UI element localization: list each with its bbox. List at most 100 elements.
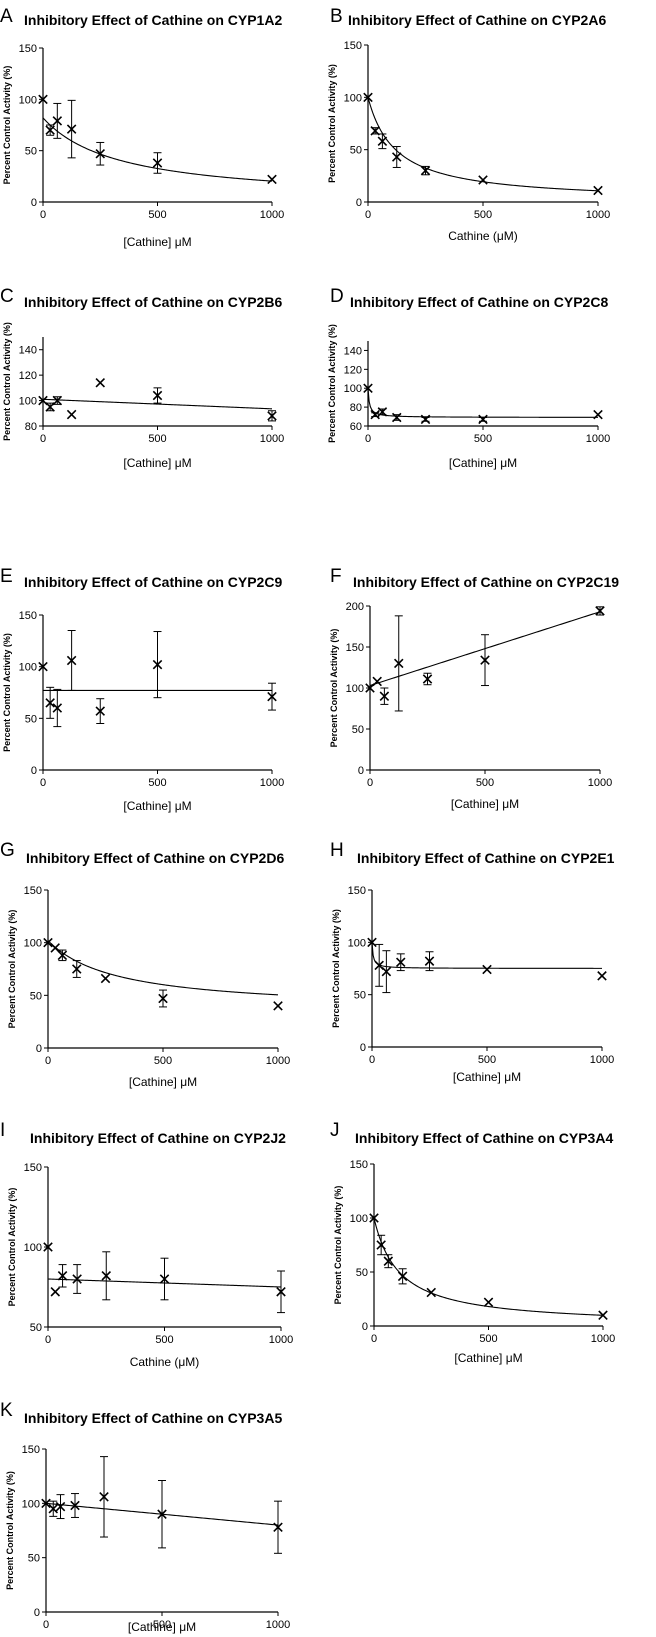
data-point xyxy=(57,1271,68,1281)
y-tick-label: 50 xyxy=(25,713,37,725)
data-point xyxy=(38,94,48,105)
data-point xyxy=(157,1509,167,1519)
y-tick-label: 100 xyxy=(344,383,362,395)
data-point xyxy=(478,175,488,185)
data-point xyxy=(273,1522,283,1533)
data-point xyxy=(376,1240,386,1250)
x-tick-label: 500 xyxy=(153,1619,171,1631)
y-tick-label: 50 xyxy=(350,145,362,157)
y-axis-label: Percent Control Activity (%) xyxy=(329,629,339,748)
y-tick-label: 150 xyxy=(24,885,42,897)
x-tick-label: 1000 xyxy=(586,433,610,445)
x-tick-label: 500 xyxy=(478,1054,496,1066)
y-tick-label: 0 xyxy=(31,765,37,777)
y-tick-label: 150 xyxy=(350,1159,368,1171)
panel-letter: B xyxy=(330,6,343,27)
data-point xyxy=(100,973,111,984)
y-tick-label: 100 xyxy=(19,94,37,106)
x-tick-label: 1000 xyxy=(591,1333,615,1345)
x-tick-label: 0 xyxy=(365,433,371,445)
panel-i: I Inhibitory Effect of Cathine on CYP2J2 5… xyxy=(0,1120,293,1369)
data-point xyxy=(391,412,402,423)
fit-curve xyxy=(371,942,602,969)
panel-letter: D xyxy=(330,286,344,307)
y-tick-label: 100 xyxy=(24,938,42,950)
data-point xyxy=(101,1271,112,1281)
panel-b: B Inhibitory Effect of Cathine on CYP2A6 0… xyxy=(327,6,610,243)
data-point xyxy=(598,1310,608,1320)
chart-title: Inhibitory Effect of Cathine on CYP3A4 xyxy=(355,1130,613,1146)
y-tick-label: 50 xyxy=(30,1322,42,1334)
x-axis-label: [Cathine] μM xyxy=(453,1070,521,1084)
y-axis-label: Percent Control Activity (%) xyxy=(2,633,12,752)
x-tick-label: 1000 xyxy=(266,1055,290,1067)
y-tick-label: 150 xyxy=(22,1444,40,1456)
data-point xyxy=(38,661,48,672)
y-tick-label: 150 xyxy=(344,40,362,52)
chart-title: Inhibitory Effect of Cathine on CYP2C8 xyxy=(350,294,608,310)
data-point xyxy=(370,126,380,136)
fit-curve xyxy=(42,398,273,410)
x-tick-label: 0 xyxy=(365,209,371,221)
x-axis-label: [Cathine] μM xyxy=(123,235,191,249)
fit-curve xyxy=(373,1217,604,1316)
data-point xyxy=(99,1492,109,1502)
panel-letter: I xyxy=(0,1120,5,1141)
data-point xyxy=(95,378,106,388)
y-tick-label: 100 xyxy=(24,1242,42,1254)
y-tick-label: 100 xyxy=(346,683,364,695)
data-point xyxy=(422,674,433,684)
y-tick-label: 50 xyxy=(354,990,366,1002)
x-tick-label: 1000 xyxy=(586,209,610,221)
data-point xyxy=(381,966,392,977)
x-tick-label: 1000 xyxy=(260,209,284,221)
data-point xyxy=(52,395,63,406)
chart-title: Inhibitory Effect of Cathine on CYP2C19 xyxy=(353,574,619,590)
x-tick-label: 1000 xyxy=(260,433,284,445)
panel-letter: H xyxy=(330,840,344,861)
fit-curve xyxy=(367,388,599,418)
data-point xyxy=(595,606,605,616)
x-tick-label: 0 xyxy=(40,433,46,445)
x-tick-label: 0 xyxy=(40,209,46,221)
y-tick-label: 150 xyxy=(346,642,364,654)
data-point xyxy=(478,414,488,425)
data-point xyxy=(43,937,53,948)
x-tick-label: 500 xyxy=(148,777,166,789)
data-point xyxy=(393,658,404,669)
chart-title: Inhibitory Effect of Cathine on CYP3A5 xyxy=(24,1410,282,1426)
data-point xyxy=(43,1242,53,1252)
panel-f: F Inhibitory Effect of Cathine on CYP2C19… xyxy=(329,566,619,811)
y-tick-label: 0 xyxy=(36,1043,42,1055)
panel-h: H Inhibitory Effect of Cathine on CYP2E1 0… xyxy=(330,840,615,1084)
data-point xyxy=(369,1213,379,1223)
panel-letter: E xyxy=(0,566,13,587)
x-tick-label: 500 xyxy=(148,209,166,221)
fit-curve xyxy=(367,97,599,192)
x-axis-label: [Cathine] μM xyxy=(454,1351,522,1365)
panel-d: D Inhibitory Effect of Cathine on CYP2C8 6… xyxy=(327,286,610,470)
data-point xyxy=(377,136,388,147)
x-tick-label: 0 xyxy=(371,1333,377,1345)
y-tick-label: 0 xyxy=(356,197,362,209)
data-point xyxy=(482,964,492,975)
y-tick-label: 200 xyxy=(346,601,364,613)
data-point xyxy=(152,390,163,401)
x-axis-label: Cathine (μM) xyxy=(130,1355,200,1369)
data-point xyxy=(267,411,277,421)
x-tick-label: 0 xyxy=(45,1055,51,1067)
y-tick-label: 0 xyxy=(31,197,37,209)
data-point xyxy=(50,1287,61,1297)
y-tick-label: 50 xyxy=(356,1267,368,1279)
y-tick-label: 80 xyxy=(25,421,37,433)
data-point xyxy=(45,125,55,135)
data-point xyxy=(379,691,390,701)
y-tick-label: 120 xyxy=(344,364,362,376)
data-point xyxy=(597,971,607,981)
data-point xyxy=(593,409,603,420)
data-point xyxy=(159,1274,170,1284)
y-axis-label: Percent Control Activity (%) xyxy=(7,1188,17,1307)
data-point xyxy=(41,1498,51,1509)
y-axis-label: Percent Control Activity (%) xyxy=(327,64,337,183)
